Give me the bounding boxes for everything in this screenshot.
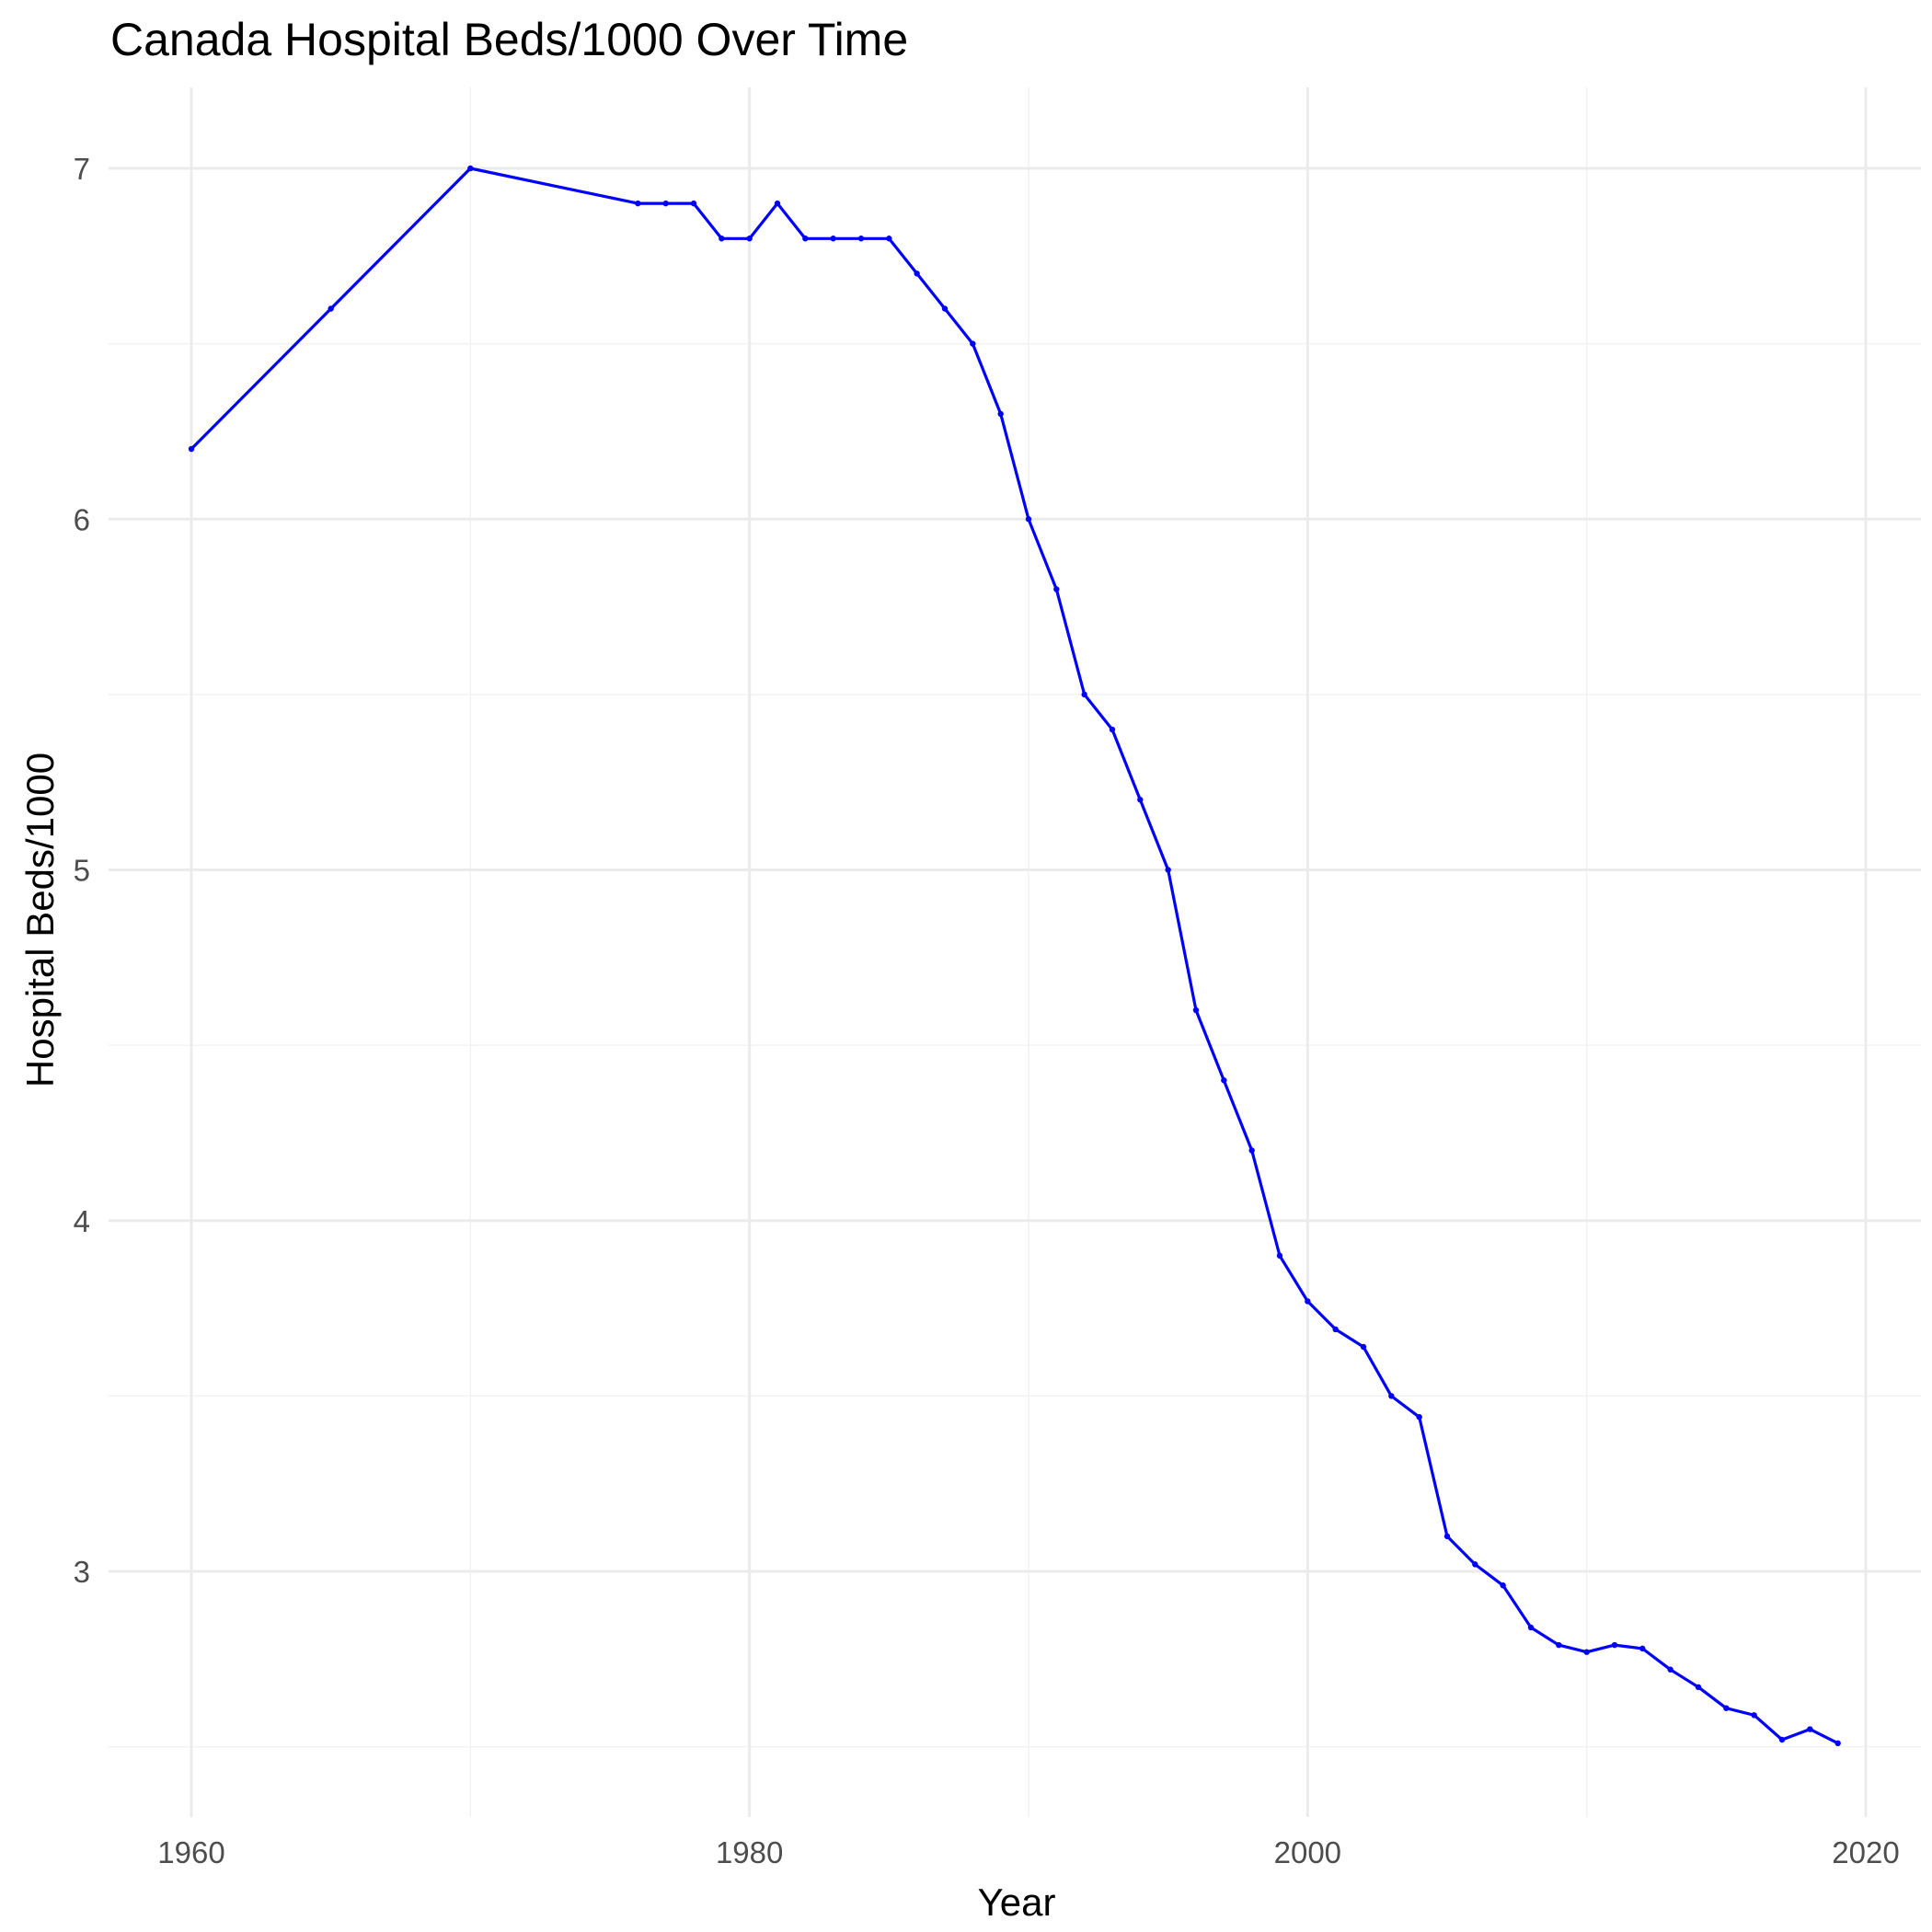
- data-point: [1834, 1740, 1841, 1747]
- data-point: [1332, 1326, 1339, 1333]
- data-point: [719, 236, 725, 242]
- data-point: [1276, 1252, 1283, 1259]
- data-point: [1192, 1006, 1200, 1014]
- data-point: [1778, 1736, 1786, 1743]
- data-point: [857, 236, 865, 242]
- data-point: [1221, 1077, 1227, 1084]
- data-point: [1611, 1641, 1618, 1649]
- data-point: [188, 445, 195, 453]
- data-point: [1500, 1582, 1506, 1589]
- data-point: [1137, 797, 1144, 803]
- data-point: [1751, 1712, 1757, 1719]
- y-tick-label: 6: [74, 502, 90, 536]
- data-point: [941, 305, 949, 312]
- x-axis-tick-labels: 1960 1980 2000 2020: [157, 1835, 1899, 1869]
- y-tick-label: 5: [74, 854, 90, 888]
- data-point: [1472, 1561, 1478, 1568]
- x-tick-label: 1960: [157, 1835, 224, 1869]
- data-point: [914, 270, 920, 277]
- data-point: [1053, 586, 1060, 592]
- data-point: [1443, 1533, 1451, 1540]
- data-point: [1025, 516, 1032, 523]
- data-point: [1723, 1705, 1730, 1711]
- data-point: [886, 236, 892, 242]
- x-tick-label: 2020: [1832, 1835, 1899, 1869]
- major-gridlines: [109, 87, 1921, 1817]
- data-point: [1305, 1298, 1311, 1305]
- data-point: [1807, 1726, 1813, 1732]
- data-point: [1360, 1343, 1367, 1351]
- data-point: [1667, 1666, 1673, 1673]
- data-point: [328, 305, 334, 312]
- minor-gridlines: [109, 87, 1921, 1817]
- data-point: [1583, 1649, 1590, 1655]
- data-point: [1388, 1393, 1395, 1399]
- data-point: [1081, 691, 1087, 698]
- data-point: [746, 236, 753, 242]
- y-axis-tick-labels: 3 4 5 6 7: [74, 152, 90, 1589]
- chart-title: Canada Hospital Beds/1000 Over Time: [110, 14, 909, 65]
- data-point: [830, 236, 836, 242]
- data-point: [1556, 1641, 1562, 1649]
- x-tick-label: 2000: [1274, 1835, 1341, 1869]
- data-point: [1639, 1645, 1646, 1652]
- y-tick-label: 7: [74, 152, 90, 186]
- data-point: [1248, 1147, 1255, 1154]
- data-point: [1416, 1414, 1422, 1420]
- x-axis-title: Year: [978, 1880, 1056, 1924]
- data-point: [1109, 726, 1116, 733]
- data-point: [662, 200, 669, 207]
- data-point: [774, 200, 781, 207]
- x-tick-label: 1980: [716, 1835, 783, 1869]
- data-point: [635, 200, 641, 207]
- data-point: [1695, 1684, 1702, 1691]
- data-point: [1527, 1624, 1535, 1631]
- data-point: [802, 236, 809, 242]
- y-tick-label: 3: [74, 1555, 90, 1589]
- data-point: [970, 340, 976, 347]
- y-axis-title: Hospital Beds/1000: [18, 753, 62, 1087]
- series-layer: [188, 165, 1841, 1747]
- data-point: [467, 165, 474, 172]
- series-line: [190, 167, 1839, 1745]
- data-point: [997, 410, 1004, 418]
- data-point: [1165, 867, 1171, 873]
- y-tick-label: 4: [74, 1204, 90, 1238]
- data-point: [690, 200, 697, 207]
